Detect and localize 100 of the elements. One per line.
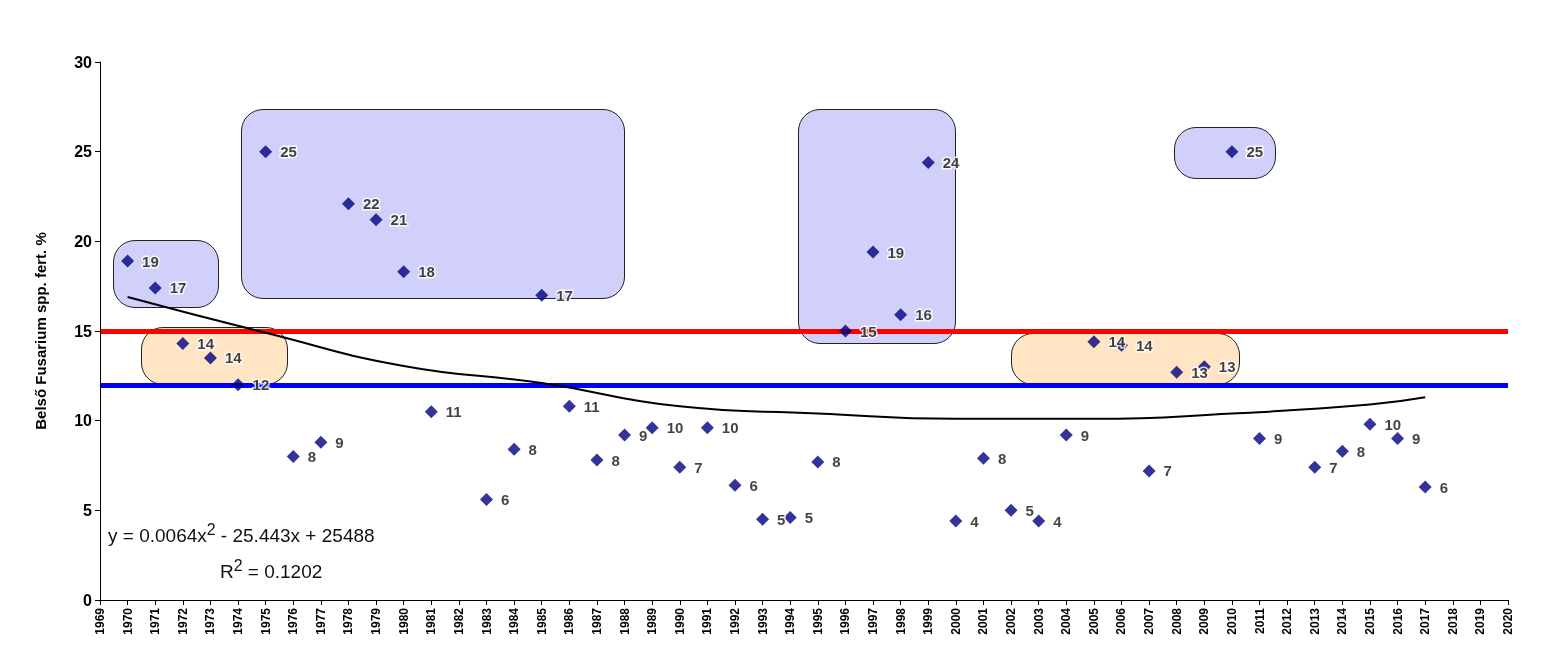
data-label: 10	[721, 419, 739, 437]
point	[894, 308, 908, 322]
data-label: 9	[1080, 426, 1090, 444]
point	[1004, 503, 1018, 517]
data-label: 25	[280, 143, 297, 161]
y-tick-label: 25	[74, 143, 93, 161]
y-tick-label: 15	[74, 322, 93, 340]
point	[728, 478, 742, 492]
x-tick-label: 2011	[1252, 607, 1267, 635]
point	[590, 453, 604, 467]
x-tick-label: 1969	[93, 607, 107, 635]
x-tick-label: 2009	[1197, 607, 1212, 635]
data-label: 13	[1191, 363, 1208, 381]
x-tick-label: 1998	[893, 607, 908, 635]
point	[1225, 145, 1239, 159]
x-tick-label: 2017	[1418, 607, 1433, 635]
data-label: 17	[169, 279, 187, 297]
x-tick-label: 1985	[534, 607, 549, 635]
data-label: 8	[611, 451, 620, 469]
point	[700, 421, 714, 435]
x-tick-label: 2006	[1114, 607, 1129, 635]
x-tick-label: 2018	[1445, 607, 1460, 635]
point	[1032, 514, 1046, 528]
point	[838, 324, 852, 338]
point	[1059, 428, 1073, 442]
data-label: 14	[224, 349, 243, 367]
x-tick-label: 1987	[589, 607, 604, 635]
data-label: 10	[1384, 415, 1402, 433]
data-label: 9	[335, 433, 344, 451]
data-label: 7	[1329, 458, 1338, 476]
data-label: 5	[777, 510, 786, 528]
x-tick-label: 1997	[866, 607, 881, 635]
data-label: 19	[887, 243, 905, 261]
x-tick-label: 2015	[1362, 607, 1377, 635]
point	[397, 265, 411, 279]
data-label: 6	[501, 491, 510, 509]
point	[866, 245, 880, 259]
data-label: 18	[418, 263, 435, 281]
x-tick-label: 1983	[479, 607, 494, 635]
x-tick-label: 2016	[1390, 607, 1405, 635]
point	[673, 460, 687, 474]
point	[811, 455, 825, 469]
point	[121, 254, 135, 268]
point	[921, 155, 935, 169]
x-tick-label: 1986	[562, 607, 577, 635]
x-tick-label: 1994	[783, 607, 798, 635]
data-label: 14	[197, 335, 215, 353]
data-label: 6	[749, 476, 758, 494]
data-label: 13	[1218, 358, 1236, 376]
data-label: 5	[804, 509, 814, 527]
point	[231, 378, 245, 392]
data-label: 22	[362, 195, 380, 213]
x-tick-label: 1995	[810, 607, 825, 635]
x-tick-label: 1972	[175, 607, 190, 635]
point	[1391, 432, 1405, 446]
x-tick-label: 1993	[755, 607, 770, 635]
x-tick-label: 2002	[1004, 607, 1019, 635]
x-tick-label: 1996	[838, 607, 853, 635]
x-tick-label: 2008	[1169, 607, 1184, 635]
data-label: 9	[1274, 430, 1283, 448]
data-label: 6	[1439, 478, 1449, 496]
data-label: 4	[1053, 512, 1063, 530]
x-tick-label: 1970	[120, 607, 135, 635]
point	[369, 213, 383, 227]
x-tick-label: 2020	[1501, 607, 1515, 635]
x-tick-label: 2000	[948, 607, 963, 635]
x-tick-label: 1988	[617, 607, 632, 635]
point	[535, 288, 549, 302]
data-label: 8	[307, 448, 317, 466]
y-axis-title: Belső Fusarium spp. fert. %	[32, 232, 49, 430]
x-tick-label: 2014	[1335, 607, 1350, 635]
point	[756, 512, 770, 526]
x-tick-label: 2001	[976, 607, 991, 635]
data-label: 8	[832, 453, 841, 471]
x-tick-label: 1979	[369, 607, 384, 635]
data-label: 10	[666, 419, 684, 437]
x-tick-label: 1991	[700, 607, 715, 635]
point	[1142, 464, 1156, 478]
x-tick-label: 1977	[313, 607, 328, 635]
point	[949, 514, 963, 528]
point	[562, 399, 576, 413]
x-tick-label: 1971	[148, 607, 163, 635]
x-tick-label: 1992	[727, 607, 742, 635]
y-tick-label: 10	[74, 412, 93, 430]
x-tick-label: 1990	[672, 607, 687, 635]
data-label: 21	[390, 211, 408, 229]
annotation: y = 0.0064x$^{2}$ - 25.443x + 25488	[108, 520, 375, 549]
point	[1418, 480, 1432, 494]
point	[1308, 460, 1322, 474]
point	[1087, 335, 1101, 349]
data-label: 14	[1135, 336, 1154, 354]
x-tick-label: 2005	[1086, 607, 1101, 635]
point	[259, 145, 273, 159]
point	[1170, 365, 1184, 379]
x-tick-label: 1999	[921, 607, 936, 635]
x-tick-label: 1982	[451, 607, 466, 635]
y-tick-label: 30	[74, 53, 93, 71]
x-tick-label: 2004	[1059, 607, 1074, 635]
point	[176, 337, 190, 351]
x-tick-label: 2007	[1142, 607, 1157, 635]
